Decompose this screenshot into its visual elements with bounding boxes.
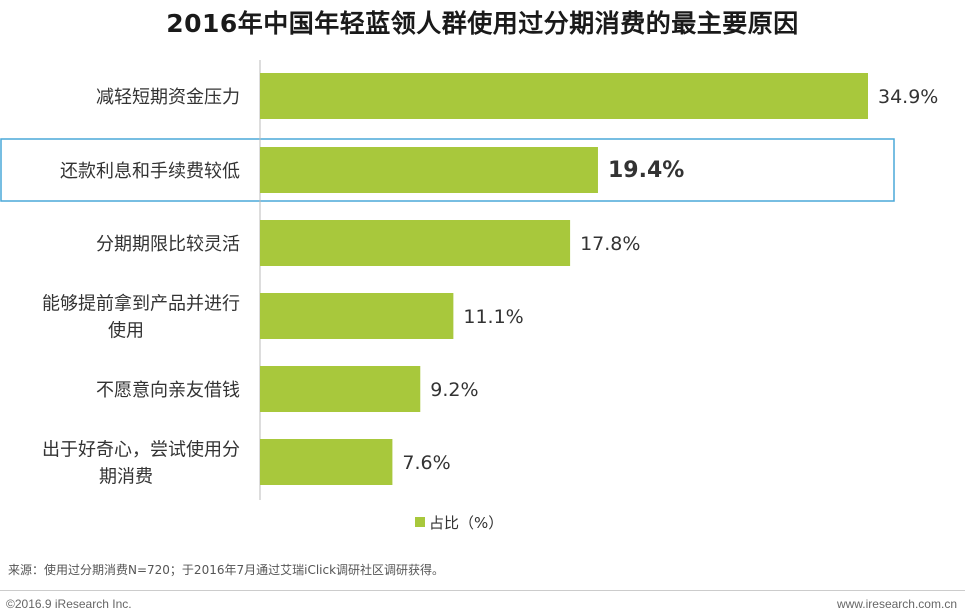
legend-label: 占比（%） <box>429 514 503 532</box>
value-label-5: 9.2% <box>430 379 478 401</box>
source-note: 来源：使用过分期消费N=720；于2016年7月通过艾瑞iClick调研社区调研… <box>8 563 445 577</box>
bar-4 <box>260 293 454 339</box>
highlight-box <box>0 138 895 202</box>
website-link[interactable]: www.iresearch.com.cn <box>836 597 957 611</box>
bar-chart: 34.9% 减轻短期资金压力 19.4% 还款利息和手续费较低 17.8% 分期期限比较灵… <box>0 60 938 532</box>
category-label-6-line-2: 期消费 <box>99 467 153 488</box>
bar-2 <box>260 147 598 193</box>
chart-title: 2016年中国年轻蓝领人群使用过分期消费的最主要原因 <box>166 9 799 38</box>
value-label-3: 17.8% <box>580 233 640 255</box>
value-label-1: 34.9% <box>878 86 938 108</box>
bar-5 <box>260 366 421 412</box>
bar-1 <box>260 73 868 119</box>
category-label-1: 减轻短期资金压力 <box>96 87 240 108</box>
category-label-6-line-1: 出于好奇心，尝试使用分 <box>42 440 240 461</box>
category-label-3: 分期期限比较灵活 <box>96 234 240 255</box>
copyright-text: ©2016.9 iResearch Inc. <box>6 597 132 611</box>
value-label-2: 19.4% <box>608 158 684 183</box>
footer-divider <box>0 590 965 591</box>
category-label-4-line-1: 能够提前拿到产品并进行 <box>42 293 240 315</box>
bar-6 <box>260 439 393 485</box>
legend-swatch <box>415 517 425 527</box>
category-label-5: 不愿意向亲友借钱 <box>96 380 240 401</box>
value-label-6: 7.6% <box>402 452 450 474</box>
category-label-4-line-2: 使用 <box>108 321 144 342</box>
value-label-4: 11.1% <box>463 306 523 328</box>
category-label-2: 还款利息和手续费较低 <box>60 161 240 182</box>
bar-3 <box>260 220 571 266</box>
